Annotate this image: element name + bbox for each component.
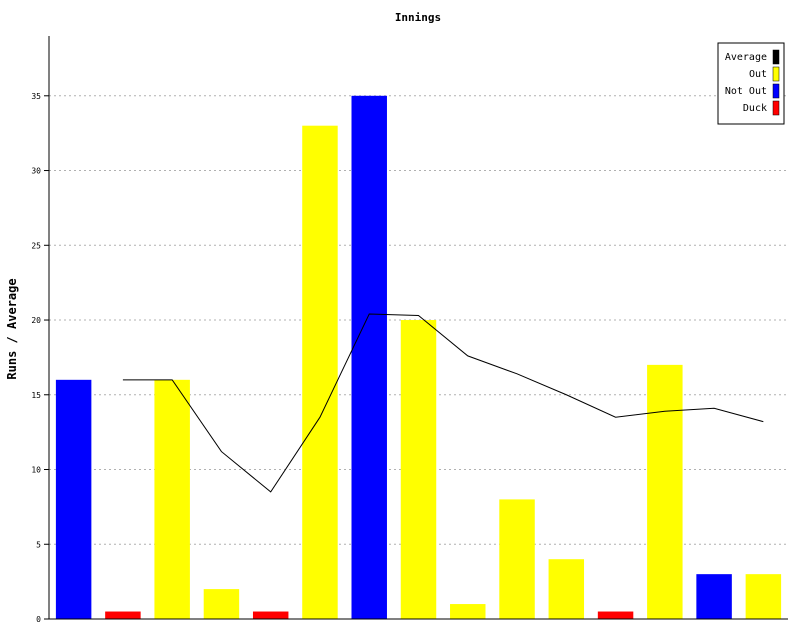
legend-label-not-out: Not Out bbox=[725, 86, 767, 97]
bar-out bbox=[548, 559, 585, 619]
bars bbox=[55, 95, 782, 620]
bar-out bbox=[154, 379, 190, 619]
y-tick-label: 25 bbox=[31, 241, 41, 250]
bar-not-out bbox=[696, 574, 732, 619]
legend-label-out: Out bbox=[749, 69, 767, 80]
bar-out bbox=[450, 604, 486, 619]
legend-swatch-not-out bbox=[772, 83, 780, 99]
y-tick-label: 15 bbox=[31, 391, 41, 400]
legend-label-duck: Duck bbox=[743, 103, 767, 114]
bar-out bbox=[400, 320, 437, 619]
legend-swatch-average bbox=[772, 49, 780, 65]
bar-out bbox=[302, 125, 338, 619]
legend-swatch-out bbox=[772, 66, 780, 82]
bar-duck bbox=[597, 611, 634, 619]
y-tick-label: 35 bbox=[31, 92, 41, 101]
y-tick-label: 30 bbox=[31, 167, 41, 176]
y-tick-label: 5 bbox=[36, 540, 41, 549]
legend-label-average: Average bbox=[725, 52, 767, 63]
legend: Average Out Not Out Duck bbox=[717, 42, 785, 125]
chart-title: Innings bbox=[395, 11, 441, 24]
average-line bbox=[122, 313, 764, 493]
bar-out bbox=[203, 589, 240, 619]
y-tick-label: 0 bbox=[36, 615, 41, 624]
bar-not-out bbox=[55, 379, 92, 619]
y-axis-label: Runs / Average bbox=[5, 278, 19, 379]
bar-not-out bbox=[351, 95, 387, 620]
y-tick-label: 20 bbox=[31, 316, 41, 325]
bar-out bbox=[745, 574, 782, 619]
y-tick-label: 10 bbox=[31, 466, 41, 475]
bar-duck bbox=[105, 611, 141, 619]
bar-duck bbox=[252, 611, 289, 619]
average-line-layer bbox=[122, 313, 764, 493]
bar-out bbox=[499, 499, 535, 619]
axes: 0 5 10 15 20 25 30 35 bbox=[31, 36, 788, 624]
legend-swatch-duck bbox=[772, 100, 780, 116]
bar-out bbox=[647, 364, 683, 619]
